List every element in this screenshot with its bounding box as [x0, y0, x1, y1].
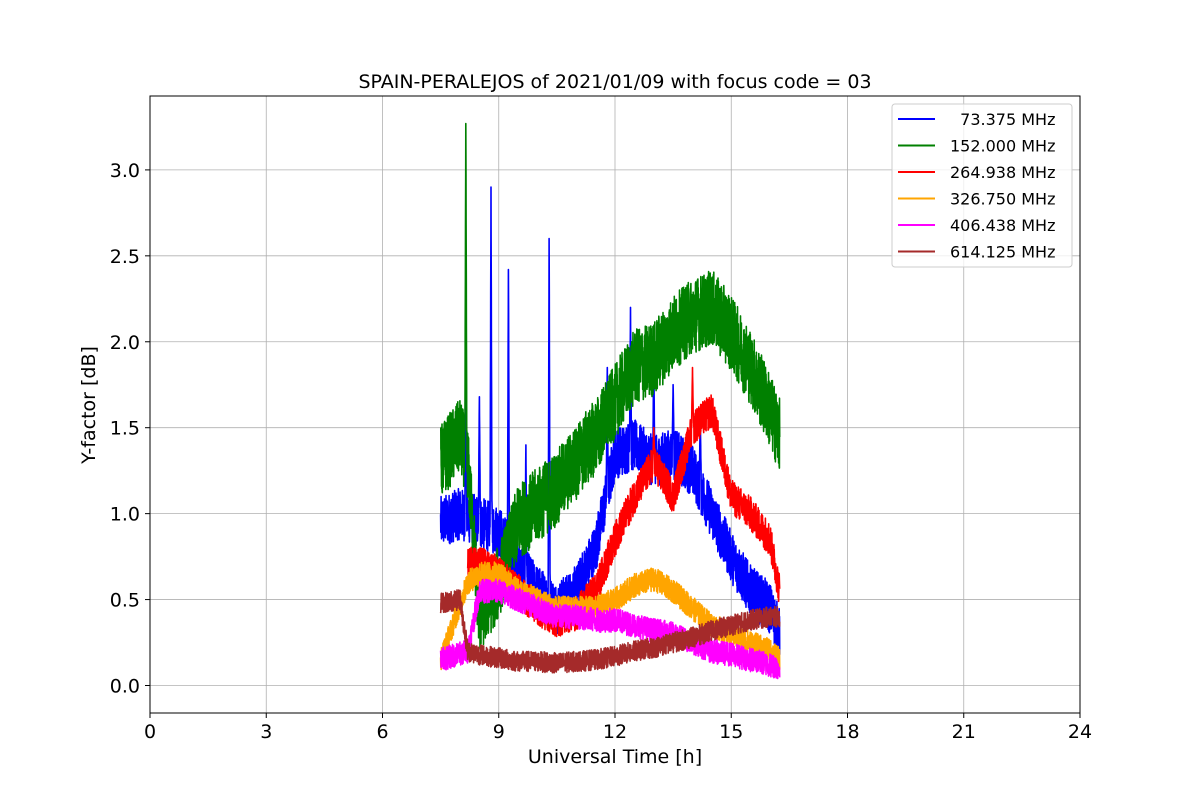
legend-label: 406.438 MHz — [950, 216, 1055, 235]
x-tick-label: 21 — [952, 721, 976, 743]
legend-box — [891, 103, 1073, 268]
x-axis-ticks: 0 3 6 9 12 15 18 21 24 — [144, 713, 1092, 743]
chart-title: SPAIN-PERALEJOS of 2021/01/09 with focus… — [358, 71, 871, 93]
series-line-4 — [439, 578, 781, 680]
legend-label: 614.125 MHz — [950, 243, 1055, 262]
y-tick-label: 2.5 — [110, 246, 140, 268]
y-axis-ticks: 0.0 0.5 1.0 1.5 2.0 2.5 3.0 — [110, 160, 150, 698]
series-line-2 — [466, 366, 781, 638]
y-tick-label: 0.5 — [110, 590, 140, 612]
legend-label: 152.000 MHz — [950, 137, 1055, 156]
y-tick-label: 1.0 — [110, 504, 140, 526]
x-tick-label: 0 — [144, 721, 156, 743]
legend-items: 73.375 MHz 152.000 MHz 264.938 MHz 326.750 … — [898, 110, 1055, 262]
series-line-5 — [439, 589, 781, 674]
series-layer — [439, 122, 781, 680]
x-tick-label: 24 — [1068, 721, 1092, 743]
y-axis-label: Y-factor [dB] — [78, 346, 100, 465]
x-tick-label: 6 — [376, 721, 388, 743]
y-tick-label: 2.0 — [110, 332, 140, 354]
x-tick-label: 3 — [260, 721, 272, 743]
x-tick-label: 12 — [603, 721, 627, 743]
x-axis-label: Universal Time [h] — [528, 746, 702, 768]
legend: 73.375 MHz 152.000 MHz 264.938 MHz 326.750 … — [891, 103, 1073, 268]
x-tick-label: 15 — [719, 721, 743, 743]
legend-label: 264.938 MHz — [950, 163, 1055, 182]
x-tick-label: 9 — [493, 721, 505, 743]
legend-label: 326.750 MHz — [950, 190, 1055, 209]
series-line-1 — [440, 122, 781, 650]
x-tick-label: 18 — [835, 721, 859, 743]
y-tick-label: 0.0 — [110, 676, 140, 698]
legend-label: 73.375 MHz — [950, 110, 1055, 129]
y-tick-label: 3.0 — [110, 160, 140, 182]
y-tick-label: 1.5 — [110, 418, 140, 440]
